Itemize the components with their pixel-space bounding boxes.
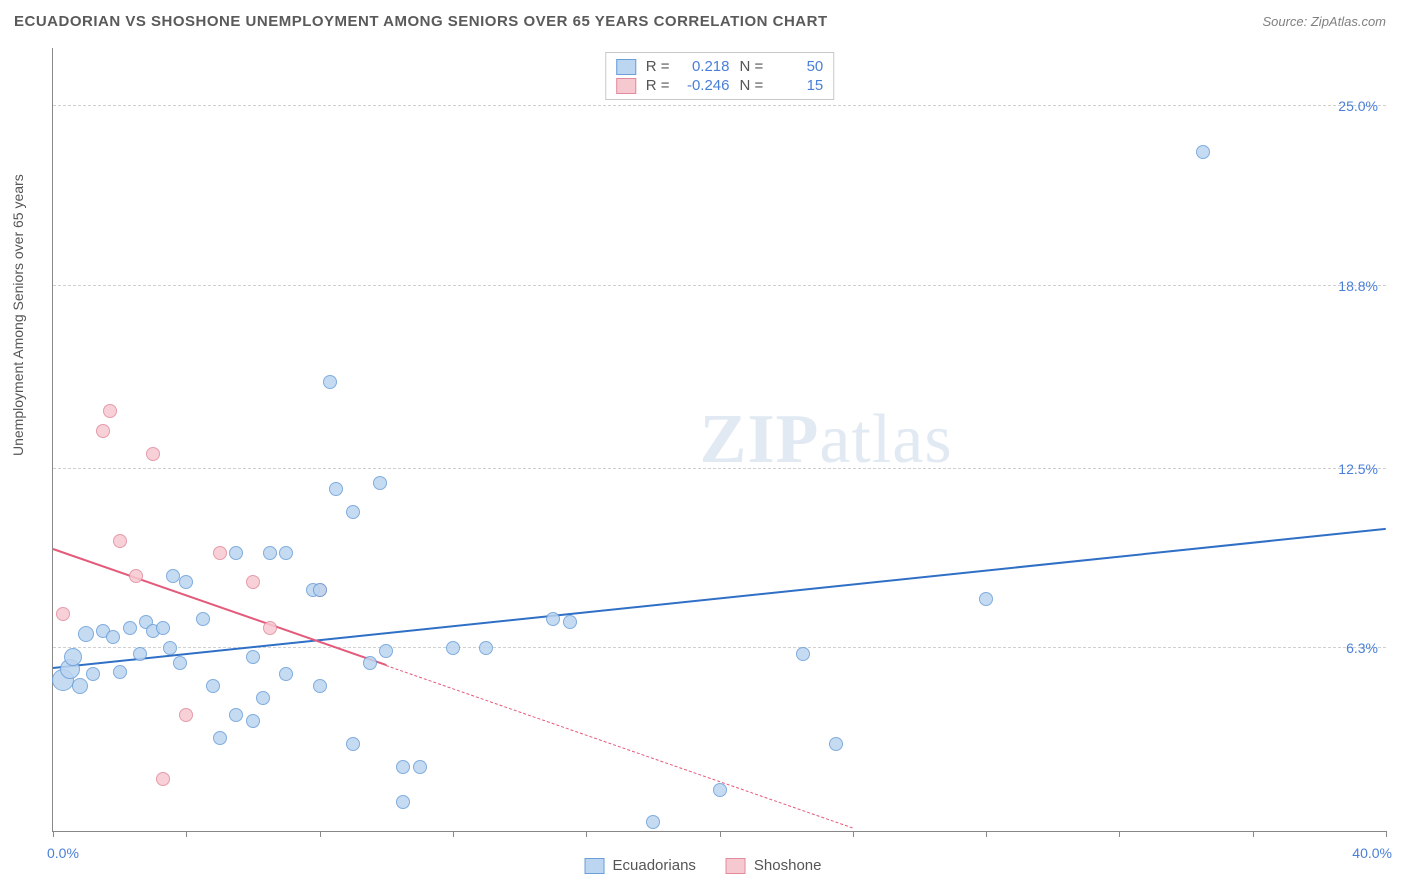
data-point <box>206 679 220 693</box>
swatch-ecuadorians <box>585 858 605 874</box>
x-tick <box>586 831 587 837</box>
chart-title: ECUADORIAN VS SHOSHONE UNEMPLOYMENT AMON… <box>14 13 828 30</box>
data-point <box>796 647 810 661</box>
chart-header: ECUADORIAN VS SHOSHONE UNEMPLOYMENT AMON… <box>0 0 1406 42</box>
data-point <box>96 424 110 438</box>
data-point <box>246 575 260 589</box>
plot-area: ZIPatlas R = 0.218 N = 50 R = -0.246 N =… <box>52 48 1386 832</box>
data-point <box>346 737 360 751</box>
data-point <box>173 656 187 670</box>
trend-line <box>386 665 853 828</box>
data-point <box>563 615 577 629</box>
data-point <box>113 665 127 679</box>
data-point <box>213 546 227 560</box>
data-point <box>713 783 727 797</box>
data-point <box>263 621 277 635</box>
gridline-h <box>53 468 1386 469</box>
data-point <box>279 546 293 560</box>
data-point <box>263 546 277 560</box>
swatch-shoshone <box>726 858 746 874</box>
swatch-shoshone <box>616 78 636 94</box>
data-point <box>113 534 127 548</box>
data-point <box>86 667 100 681</box>
x-axis-min-label: 0.0% <box>47 845 79 861</box>
data-point <box>446 641 460 655</box>
x-tick <box>453 831 454 837</box>
data-point <box>156 772 170 786</box>
swatch-ecuadorians <box>616 59 636 75</box>
gridline-h <box>53 105 1386 106</box>
data-point <box>979 592 993 606</box>
data-point <box>213 731 227 745</box>
data-point <box>146 447 160 461</box>
x-tick <box>320 831 321 837</box>
data-point <box>123 621 137 635</box>
correlation-legend: R = 0.218 N = 50 R = -0.246 N = 15 <box>605 52 835 100</box>
y-axis-label: Unemployment Among Seniors over 65 years <box>10 436 26 456</box>
y-tick-label: 18.8% <box>1338 278 1378 294</box>
gridline-h <box>53 285 1386 286</box>
legend-label: Shoshone <box>754 857 822 874</box>
data-point <box>103 404 117 418</box>
source-attribution: Source: ZipAtlas.com <box>1262 14 1386 29</box>
x-tick <box>720 831 721 837</box>
data-point <box>279 667 293 681</box>
y-tick-label: 6.3% <box>1346 640 1378 656</box>
x-tick <box>1253 831 1254 837</box>
data-point <box>229 708 243 722</box>
data-point <box>56 607 70 621</box>
data-point <box>313 679 327 693</box>
legend-row-ecuadorians: R = 0.218 N = 50 <box>616 57 824 76</box>
data-point <box>179 575 193 589</box>
data-point <box>246 650 260 664</box>
legend-label: Ecuadorians <box>613 857 696 874</box>
legend-item-ecuadorians: Ecuadorians <box>585 857 696 874</box>
x-axis-max-label: 40.0% <box>1352 845 1392 861</box>
data-point <box>163 641 177 655</box>
y-tick-label: 25.0% <box>1338 98 1378 114</box>
data-point <box>133 647 147 661</box>
data-point <box>78 626 94 642</box>
x-tick <box>186 831 187 837</box>
data-point <box>246 714 260 728</box>
data-point <box>166 569 180 583</box>
y-tick-label: 12.5% <box>1338 461 1378 477</box>
legend-item-shoshone: Shoshone <box>726 857 822 874</box>
x-tick <box>53 831 54 837</box>
data-point <box>1196 145 1210 159</box>
x-tick <box>1119 831 1120 837</box>
data-point <box>72 678 88 694</box>
data-point <box>313 583 327 597</box>
series-legend: Ecuadorians Shoshone <box>585 857 822 874</box>
legend-row-shoshone: R = -0.246 N = 15 <box>616 76 824 95</box>
data-point <box>229 546 243 560</box>
data-point <box>829 737 843 751</box>
data-point <box>329 482 343 496</box>
data-point <box>396 795 410 809</box>
data-point <box>129 569 143 583</box>
data-point <box>413 760 427 774</box>
data-point <box>546 612 560 626</box>
data-point <box>379 644 393 658</box>
data-point <box>346 505 360 519</box>
data-point <box>323 375 337 389</box>
data-point <box>256 691 270 705</box>
x-tick <box>986 831 987 837</box>
data-point <box>646 815 660 829</box>
data-point <box>479 641 493 655</box>
data-point <box>396 760 410 774</box>
x-tick <box>853 831 854 837</box>
x-tick <box>1386 831 1387 837</box>
data-point <box>106 630 120 644</box>
data-point <box>179 708 193 722</box>
data-point <box>64 648 82 666</box>
data-point <box>196 612 210 626</box>
data-point <box>156 621 170 635</box>
data-point <box>363 656 377 670</box>
data-point <box>373 476 387 490</box>
